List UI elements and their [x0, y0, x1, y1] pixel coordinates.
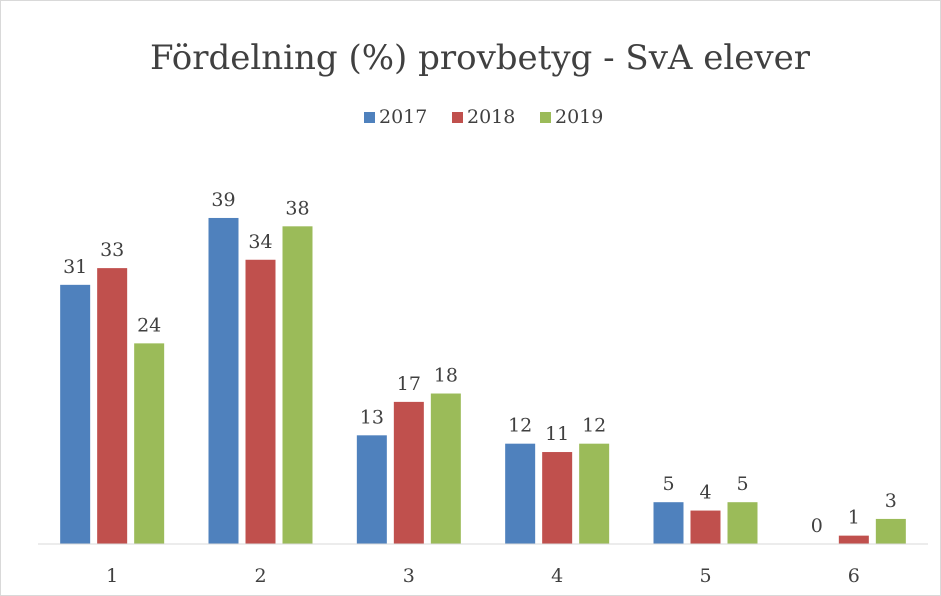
value-label: 12: [582, 415, 606, 437]
bar: [60, 284, 91, 544]
value-label: 34: [248, 231, 272, 253]
value-label: 5: [662, 473, 674, 495]
bar: [838, 535, 869, 544]
value-label: 24: [137, 314, 161, 336]
x-tick-label: 3: [403, 565, 415, 587]
value-label: 13: [360, 406, 384, 428]
bar: [245, 259, 276, 544]
bar: [282, 226, 313, 544]
value-label: 18: [434, 365, 458, 387]
bar: [579, 443, 610, 544]
bar: [393, 401, 424, 544]
bar: [356, 435, 387, 544]
x-tick-label: 6: [848, 565, 860, 587]
value-label: 4: [699, 482, 711, 504]
legend-swatch: [364, 112, 375, 123]
x-tick-label: 5: [699, 565, 711, 587]
value-label: 0: [811, 515, 823, 537]
chart-title: Fördelning (%) provbetyg - SvA elever: [150, 38, 811, 78]
bar: [542, 452, 573, 544]
legend-swatch: [540, 112, 551, 123]
value-label: 39: [211, 189, 235, 211]
bar: [875, 518, 906, 544]
legend-label: 2018: [467, 106, 515, 128]
bar: [727, 502, 758, 544]
bar: [97, 268, 128, 544]
bar: [653, 502, 684, 544]
value-label: 3: [885, 490, 897, 512]
value-label: 33: [100, 239, 124, 261]
bar: [690, 510, 721, 544]
value-label: 17: [397, 373, 421, 395]
bar: [208, 217, 239, 544]
x-tick-label: 4: [551, 565, 563, 587]
bar: [505, 443, 536, 544]
legend-label: 2019: [555, 106, 603, 128]
legend-swatch: [452, 112, 463, 123]
legend-label: 2017: [379, 106, 427, 128]
bar: [134, 343, 165, 544]
value-label: 38: [285, 197, 309, 219]
value-label: 31: [63, 256, 87, 278]
value-label: 11: [545, 423, 569, 445]
x-tick-label: 2: [254, 565, 266, 587]
x-tick-label: 1: [106, 565, 118, 587]
bar: [430, 393, 461, 544]
value-label: 5: [736, 473, 748, 495]
value-label: 12: [508, 415, 532, 437]
value-label: 1: [848, 507, 860, 529]
